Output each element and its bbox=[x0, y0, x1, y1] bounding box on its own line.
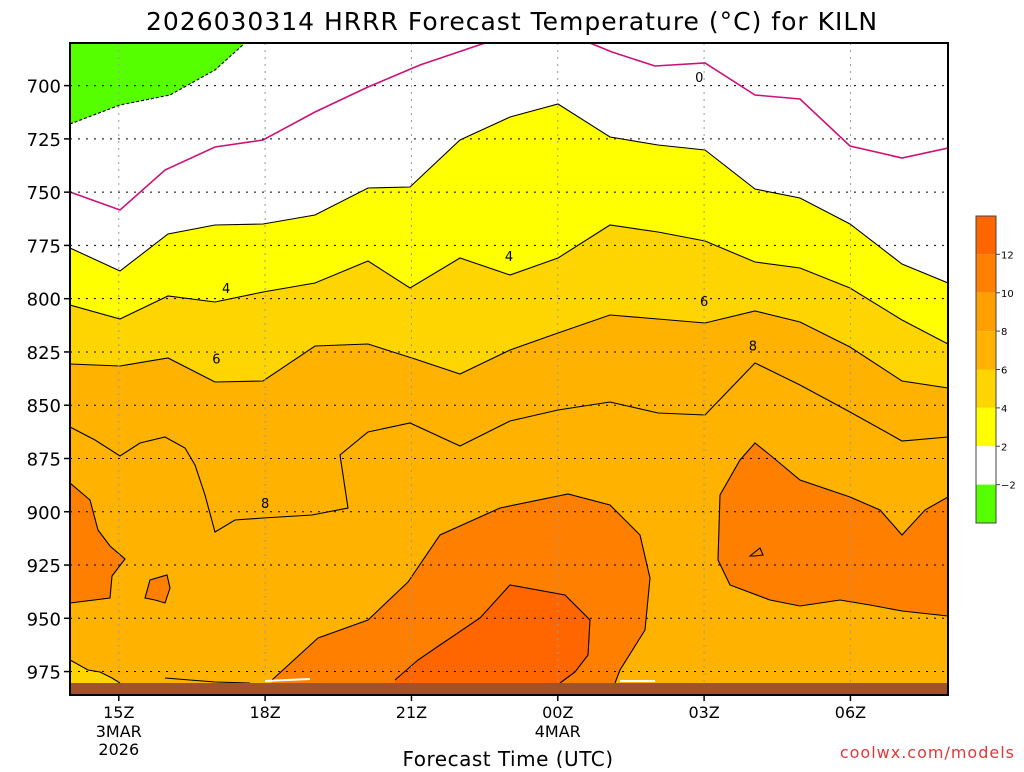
y-tick-label: 750 bbox=[27, 183, 61, 204]
fill-region bbox=[70, 225, 948, 388]
y-tick-label: 700 bbox=[27, 77, 61, 98]
x-tick-label: 21Z bbox=[396, 703, 427, 722]
colorbar-swatch bbox=[976, 216, 996, 255]
contour-label: 8 bbox=[749, 340, 757, 355]
x-tick-label: 06Z bbox=[835, 703, 866, 722]
contour-lines bbox=[70, 43, 948, 684]
x-tick-label: 15Z bbox=[103, 703, 134, 722]
contour-line bbox=[70, 482, 126, 604]
y-tick-label: 775 bbox=[27, 236, 61, 257]
contour-label: 4 bbox=[505, 250, 513, 265]
y-tick-label: 725 bbox=[27, 130, 61, 151]
y-tick-label: 825 bbox=[27, 343, 61, 364]
contour-line bbox=[70, 362, 948, 533]
y-tick-label: 975 bbox=[27, 663, 61, 684]
contour-line bbox=[394, 584, 591, 684]
colorbar-label: 8 bbox=[1001, 327, 1007, 338]
y-tick-label: 925 bbox=[27, 556, 61, 577]
colorbar-swatch bbox=[976, 369, 996, 408]
y-tick-label: 875 bbox=[27, 449, 61, 470]
contour-line bbox=[164, 677, 251, 684]
ground-highlight bbox=[264, 678, 655, 682]
contour-label: 6 bbox=[700, 295, 708, 310]
x-tick-sublabel: 4MAR bbox=[535, 722, 581, 741]
contour-line bbox=[271, 493, 651, 684]
colorbar-label: 6 bbox=[1001, 366, 1007, 377]
contour-line-negative bbox=[70, 43, 246, 125]
fill-region bbox=[70, 483, 125, 603]
fill-region bbox=[718, 443, 948, 616]
x-tick-sublabel: 3MAR bbox=[96, 722, 142, 741]
colorbar-swatch bbox=[976, 254, 996, 293]
colorbar-swatch bbox=[976, 292, 996, 332]
fill-region bbox=[70, 104, 948, 344]
y-tick-label: 800 bbox=[27, 290, 61, 311]
x-tick-label: 18Z bbox=[249, 703, 280, 722]
contour-line bbox=[70, 659, 121, 684]
colorbar-swatch bbox=[976, 484, 996, 523]
fill-region bbox=[70, 43, 245, 124]
contour-label: 4 bbox=[222, 282, 230, 297]
temperature-fills bbox=[70, 43, 948, 695]
ground-surface bbox=[70, 678, 948, 695]
colorbar-label: 12 bbox=[1001, 250, 1014, 261]
y-tick-label: 900 bbox=[27, 503, 61, 524]
contour-label: 0 bbox=[695, 71, 703, 86]
colorbar-label: −2 bbox=[1001, 481, 1016, 492]
fill-region bbox=[395, 585, 590, 695]
colorbar-label: 10 bbox=[1001, 289, 1014, 300]
contour-line bbox=[717, 442, 948, 617]
credit-link[interactable]: coolwx.com/models bbox=[840, 743, 1015, 762]
x-tick-label: 00Z bbox=[542, 703, 573, 722]
contour-label: 8 bbox=[261, 497, 269, 512]
x-tick-label: 03Z bbox=[688, 703, 719, 722]
colorbar-swatch bbox=[976, 446, 996, 485]
contour-line bbox=[70, 224, 948, 345]
fill-region bbox=[145, 575, 170, 603]
y-tick-label: 950 bbox=[27, 609, 61, 630]
contour-labels: 0 4 4 6 6 8 8 bbox=[212, 71, 757, 512]
contour-line bbox=[70, 103, 948, 284]
chart-title: 2026030314 HRRR Forecast Temperature (°C… bbox=[146, 7, 878, 36]
plot-frame bbox=[69, 42, 949, 696]
colorbar-swatch bbox=[976, 407, 996, 447]
colorbar-legend: 12 10 8 6 4 2 −2 bbox=[975, 215, 1016, 524]
colorbar-swatch bbox=[976, 331, 996, 370]
fill-region bbox=[70, 43, 948, 283]
ground-bar bbox=[70, 683, 948, 695]
x-axis-label: Forecast Time (UTC) bbox=[402, 747, 613, 768]
contour-line bbox=[70, 43, 948, 211]
contour-label: 6 bbox=[212, 352, 220, 367]
contour-line bbox=[748, 547, 764, 557]
contour-line bbox=[144, 574, 171, 604]
colorbar-label: 2 bbox=[1001, 442, 1007, 453]
x-tick-sublabel: 2026 bbox=[98, 740, 139, 759]
colorbar-label: 4 bbox=[1001, 404, 1007, 415]
y-tick-label: 850 bbox=[27, 396, 61, 417]
contour-line bbox=[70, 310, 948, 389]
y-axis: 700 725 750 775 800 825 850 875 900 925 950 975 bbox=[27, 77, 70, 684]
